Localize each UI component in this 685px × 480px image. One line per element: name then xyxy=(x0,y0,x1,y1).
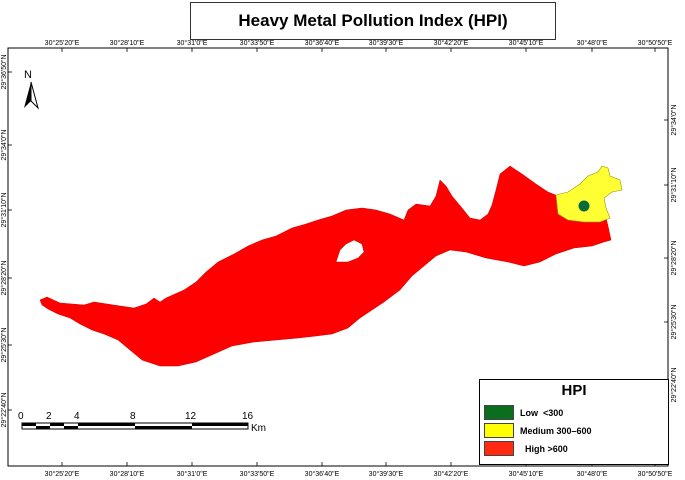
legend: HPI Low <300 Medium 300–600 High >600 xyxy=(479,379,669,465)
top-tick-label: 30°42'20"E xyxy=(434,39,469,47)
right-tick-label: 29°25'30"N xyxy=(670,304,678,339)
bottom-tick-label: 30°31'0"E xyxy=(177,470,208,478)
scale-label-0: 0 xyxy=(18,411,24,422)
legend-title: HPI xyxy=(561,382,587,399)
scale-label-16: 16 xyxy=(242,411,254,422)
top-tick-label: 30°39'30"E xyxy=(369,39,404,47)
left-tick-label: 29°36'50"N xyxy=(0,54,8,89)
bottom-tick-label: 30°25'20"E xyxy=(45,470,80,478)
left-latitude-ticks: 29°36'50"N 29°34'0"N 29°31'10"N 29°28'20"N 2… xyxy=(0,54,12,428)
map-title-box: Heavy Metal Pollution Index (HPI) xyxy=(190,2,556,40)
low-pollution-point xyxy=(578,200,590,212)
bottom-tick-label: 30°33'50"E xyxy=(240,470,275,478)
legend-label-low: Low <300 xyxy=(520,407,564,418)
north-label: N xyxy=(24,69,32,81)
left-tick-label: 29°28'20"N xyxy=(0,260,8,295)
legend-label-high: High >600 xyxy=(520,443,568,454)
top-tick-label: 30°31'0"E xyxy=(177,39,208,47)
top-tick-label: 30°45'10"E xyxy=(509,39,544,47)
map-title: Heavy Metal Pollution Index (HPI) xyxy=(238,11,508,30)
legend-label-medium: Medium 300–600 xyxy=(520,425,592,436)
top-tick-label: 30°36'40"E xyxy=(305,39,340,47)
right-latitude-ticks: 29°34'0"N 29°31'10"N 29°28'20"N 29°25'30"N 2… xyxy=(664,104,678,403)
left-tick-label: 29°25'30"N xyxy=(0,327,8,362)
bottom-tick-label: 30°48'0"E xyxy=(577,470,608,478)
top-tick-label: 30°50'50"E xyxy=(638,39,673,47)
legend-swatch-low xyxy=(484,405,514,420)
scale-label-8: 8 xyxy=(130,411,136,422)
scale-label-12: 12 xyxy=(185,411,197,422)
right-tick-label: 29°31'10"N xyxy=(670,167,678,202)
top-tick-label: 30°28'10"E xyxy=(110,39,145,47)
scale-label-4: 4 xyxy=(74,411,80,422)
top-tick-label: 30°33'50"E xyxy=(240,39,275,47)
legend-swatch-high xyxy=(484,441,514,456)
map-frame xyxy=(7,47,669,467)
scale-label-2: 2 xyxy=(46,411,52,422)
bottom-tick-label: 30°36'40"E xyxy=(305,470,340,478)
left-tick-label: 29°22'40"N xyxy=(0,392,8,427)
legend-item-high: High >600 xyxy=(484,441,568,456)
left-tick-label: 29°31'10"N xyxy=(0,192,8,227)
scale-bar: 0 2 4 8 12 16 Km xyxy=(18,411,266,434)
scale-unit: Km xyxy=(251,423,266,434)
top-longitude-ticks: 30°25'20"E 30°28'10"E 30°31'0"E 30°33'50"E 3… xyxy=(45,39,673,52)
top-tick-label: 30°25'20"E xyxy=(45,39,80,47)
bottom-tick-label: 30°50'50"E xyxy=(638,470,673,478)
legend-item-low: Low <300 xyxy=(484,405,563,420)
legend-swatch-medium xyxy=(484,423,514,438)
top-tick-label: 30°48'0"E xyxy=(577,39,608,47)
north-arrow-icon xyxy=(24,81,39,110)
legend-item-medium: Medium 300–600 xyxy=(484,423,592,438)
bottom-tick-label: 30°39'30"E xyxy=(369,470,404,478)
right-tick-label: 29°28'20"N xyxy=(670,240,678,275)
bottom-tick-label: 30°42'20"E xyxy=(434,470,469,478)
left-tick-label: 29°34'0"N xyxy=(0,129,8,160)
bottom-tick-label: 30°28'10"E xyxy=(110,470,145,478)
bottom-longitude-ticks: 30°25'20"E 30°28'10"E 30°31'0"E 30°33'50"E 3… xyxy=(45,462,673,478)
right-tick-label: 29°34'0"N xyxy=(670,104,678,135)
medium-pollution-area xyxy=(555,165,623,223)
high-pollution-area xyxy=(39,165,612,367)
bottom-tick-label: 30°45'10"E xyxy=(509,470,544,478)
right-tick-label: 29°22'40"N xyxy=(670,367,678,402)
